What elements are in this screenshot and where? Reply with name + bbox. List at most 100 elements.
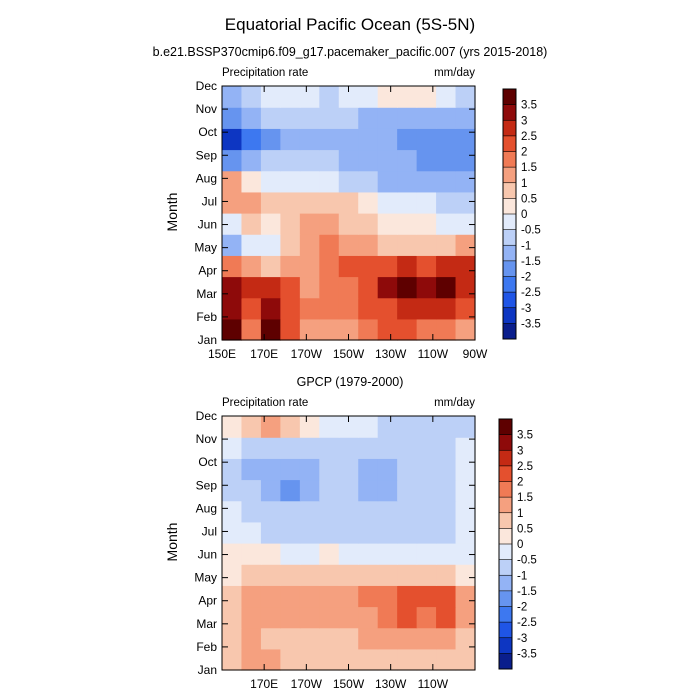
y-tick-label: Feb — [196, 640, 217, 654]
heatmap-cell — [222, 479, 243, 502]
heatmap-cell — [299, 627, 320, 650]
x-tick-label: 170W — [291, 677, 323, 691]
heatmap-cell — [299, 585, 320, 608]
figure-title: Equatorial Pacific Ocean (5S-5N) — [225, 15, 475, 34]
heatmap-cell — [338, 255, 359, 278]
heatmap-cell — [397, 234, 418, 256]
colorbar-label: 0.5 — [517, 523, 533, 535]
heatmap-cell — [280, 318, 301, 341]
heatmap-cell — [436, 191, 457, 214]
heatmap-cell — [338, 170, 359, 193]
colorbar-label: -2 — [517, 602, 527, 614]
y-tick-label: Mar — [196, 287, 217, 301]
panel-2-colorbar: 3.5 3 2.5 2 1.5 1 0.5 0 -0.5 -1 -1.5 -2 -2.5 -3 -3.5 — [498, 418, 537, 670]
heatmap-cell — [319, 170, 340, 193]
heatmap-cell — [260, 585, 281, 608]
colorbar-swatch — [499, 622, 512, 639]
heatmap-cell — [455, 627, 476, 650]
heatmap-cell — [358, 276, 379, 299]
heatmap-cell — [358, 521, 379, 544]
heatmap-cell — [319, 276, 340, 299]
heatmap-cell — [455, 606, 476, 629]
heatmap-cell — [377, 297, 398, 320]
heatmap-cell — [299, 500, 320, 523]
heatmap-cell — [280, 416, 301, 438]
heatmap-cell — [358, 170, 379, 193]
colorbar-swatch — [503, 229, 516, 246]
heatmap-cell — [280, 648, 301, 671]
heatmap-cell — [358, 297, 379, 320]
heatmap-cell — [397, 318, 418, 341]
heatmap-cell — [455, 521, 476, 544]
colorbar-label: 3.5 — [517, 430, 533, 442]
heatmap-cell — [397, 521, 418, 544]
heatmap-cell — [319, 627, 340, 650]
heatmap-cell — [338, 213, 359, 235]
x-tick-label: 150E — [208, 347, 236, 361]
heatmap-cell — [222, 107, 243, 129]
colorbar-swatch — [499, 434, 512, 451]
heatmap-cell — [338, 648, 359, 671]
panel-2-axes: Jan Feb Mar Apr May Jun Jul Aug Sep Oct Nov Dec 170E… — [194, 409, 476, 691]
colorbar-label: -1.5 — [517, 586, 537, 598]
heatmap-cell — [377, 191, 398, 214]
colorbar-label: 0.5 — [521, 193, 537, 205]
heatmap-cell — [241, 500, 262, 523]
colorbar-label: 1 — [521, 178, 527, 190]
x-tick-label: 170E — [250, 347, 278, 361]
heatmap-cell — [280, 234, 301, 256]
heatmap-cell — [358, 213, 379, 235]
y-tick-label: Dec — [196, 409, 217, 423]
heatmap-cell — [416, 479, 437, 502]
heatmap-cell — [222, 170, 243, 193]
heatmap-cell — [319, 86, 340, 108]
heatmap-cell — [338, 191, 359, 214]
heatmap-cell — [222, 234, 243, 256]
colorbar-swatch — [499, 544, 512, 560]
colorbar-label: -0.5 — [517, 555, 537, 567]
heatmap-cell — [358, 543, 379, 565]
heatmap-cell — [358, 500, 379, 523]
colorbar-swatch — [503, 182, 516, 199]
heatmap-cell — [455, 170, 476, 193]
heatmap-cell — [397, 479, 418, 502]
heatmap-cell — [319, 564, 340, 586]
heatmap-cell — [299, 564, 320, 586]
y-tick-label: Nov — [196, 102, 217, 116]
x-tick-label: 150W — [333, 677, 365, 691]
heatmap-cell — [299, 234, 320, 256]
heatmap-cell — [397, 128, 418, 151]
heatmap-cell — [280, 107, 301, 129]
heatmap-cell — [358, 149, 379, 172]
heatmap-cell — [436, 234, 457, 256]
heatmap-cell — [241, 318, 262, 341]
colorbar-swatch — [503, 104, 516, 121]
heatmap-cell — [222, 255, 243, 278]
heatmap-cell — [397, 437, 418, 459]
heatmap-cell — [241, 416, 262, 438]
heatmap-cell — [416, 543, 437, 565]
heatmap-cell — [222, 521, 243, 544]
heatmap-cell — [397, 500, 418, 523]
heatmap-cell — [377, 606, 398, 629]
colorbar-label: -3 — [517, 633, 527, 645]
heatmap-cell — [260, 416, 281, 438]
heatmap-cell — [260, 191, 281, 214]
heatmap-cell — [455, 86, 476, 108]
heatmap-cell — [416, 585, 437, 608]
colorbar-label: -2 — [521, 272, 531, 284]
heatmap-cell — [319, 234, 340, 256]
heatmap-cell — [319, 458, 340, 481]
heatmap-cell — [319, 437, 340, 459]
heatmap-cell — [377, 170, 398, 193]
heatmap-cell — [455, 128, 476, 151]
colorbar-swatch — [503, 167, 516, 184]
heatmap-cell — [338, 437, 359, 459]
heatmap-cell — [338, 297, 359, 320]
panel-1: b.e21.BSSP370cmip6.f09_g17.pacemaker_pac… — [153, 45, 548, 361]
heatmap-cell — [338, 627, 359, 650]
panel-2-heatmap — [222, 416, 476, 671]
heatmap-cell — [358, 255, 379, 278]
x-tick-label: 110W — [418, 347, 449, 361]
